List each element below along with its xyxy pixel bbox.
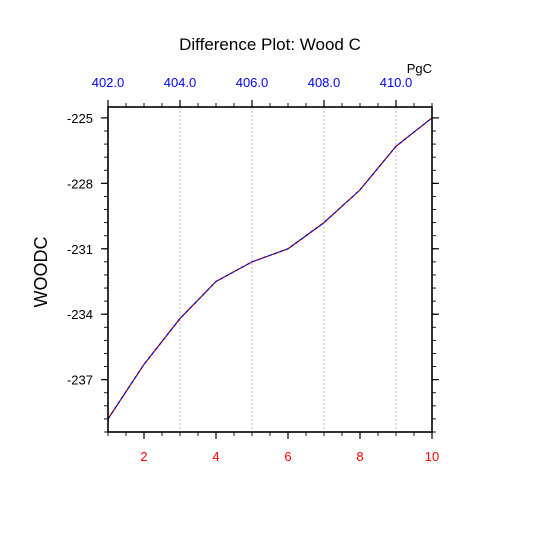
top-tick-label: 404.0 (164, 75, 197, 90)
x-tick-label: 2 (140, 449, 147, 464)
y-tick-label: -228 (67, 176, 93, 191)
top-tick-label: 402.0 (92, 75, 125, 90)
y-tick-label: -237 (67, 373, 93, 388)
y-tick-label: -234 (67, 307, 93, 322)
top-axis-unit-label: PgC (407, 61, 432, 76)
series-line-dashes (107, 117, 433, 420)
x-tick-label: 4 (212, 449, 219, 464)
chart-title: Difference Plot: Wood C (179, 35, 361, 54)
x-tick-label: 8 (356, 449, 363, 464)
y-tick-label: -231 (67, 242, 93, 257)
top-tick-label: 410.0 (380, 75, 413, 90)
y-axis-label: WOODC (31, 237, 51, 308)
y-tick-label: -225 (67, 111, 93, 126)
x-tick-label: 10 (425, 449, 439, 464)
x-tick-label: 6 (284, 449, 291, 464)
top-tick-label: 406.0 (236, 75, 269, 90)
tick-labels: 2 4 6 8 10 402.0 404.0 406.0 408.0 410.0 -225 -228 -… (67, 75, 439, 464)
top-tick-label: 408.0 (308, 75, 341, 90)
series-layer (107, 117, 433, 420)
ticks (101, 100, 439, 439)
